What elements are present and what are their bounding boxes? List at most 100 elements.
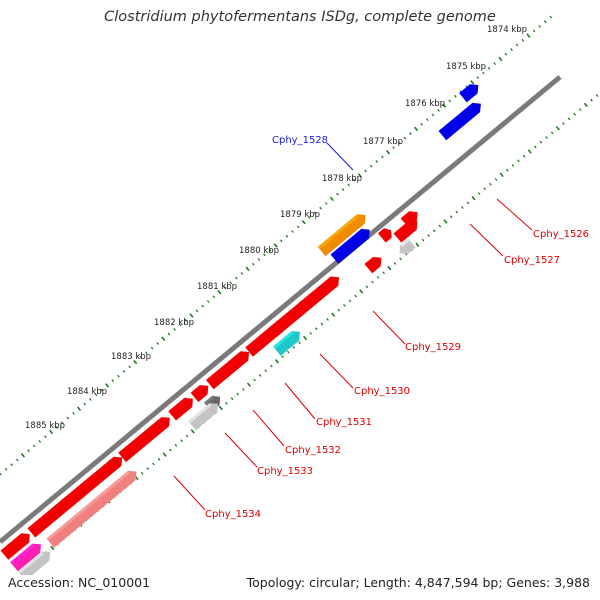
gene-cphy-1517[interactable] [168,397,193,421]
tick-mark [466,201,470,205]
gene-cphy-1517-body[interactable] [168,397,193,421]
leader-cphy-1528 [326,142,354,171]
gene-cphy-1519-body[interactable] [245,321,286,357]
gene-cphy-1530-feature[interactable] [273,331,300,356]
tick-mark [375,160,379,164]
tick-mark [50,545,55,551]
tick-mark [161,336,166,342]
ruler-label-1880: 1880 kbp [239,246,279,256]
tick-mark [111,379,115,383]
tick-mark [66,416,70,420]
gene-cphy-1528-feature[interactable] [317,214,366,257]
tick-mark [145,351,148,355]
tick-mark [329,196,334,202]
tick-mark [263,253,266,257]
ruler-label-1881: 1881 kbp [197,282,237,292]
tick-mark [354,294,357,298]
gene-cphy-1534-feature-body[interactable] [118,417,170,463]
tick-mark [415,242,420,248]
tick-mark [364,169,367,173]
gene-cphy-1530-feature-highlight [273,331,294,349]
gene-cphy-1516-body[interactable] [27,456,123,538]
gene-cphy-1515-body[interactable] [46,470,137,548]
gene-label-cphy-1526[interactable]: Cphy_1526 [533,229,589,240]
gene-cphy-1528-feature-body[interactable] [317,214,366,257]
gene-cphy-1524-body[interactable] [438,102,481,141]
tick-mark [369,164,373,168]
gene-features [0,84,481,581]
gene-cphy-1518-body[interactable] [206,351,250,390]
tick-mark [538,24,541,28]
tick-mark [515,43,519,47]
tick-mark [150,346,154,350]
gene-cphy-1534-feature[interactable] [118,417,170,463]
gene-cphy-1520[interactable] [330,228,370,264]
tick-mark [146,467,150,471]
gene-cphy-1521[interactable] [393,220,418,243]
gene-cphy-1513[interactable] [10,543,41,572]
gene-cphy-1533-feature-body[interactable] [188,403,218,431]
tick-mark [499,172,504,178]
gene-label-cphy-1531[interactable]: Cphy_1531 [316,417,372,428]
gene-cphy-1514[interactable] [0,533,30,560]
gene-cphy-1518[interactable] [206,351,250,390]
gene-cphy-1529-feature-body[interactable] [270,276,340,336]
gene-cphy-1512-body[interactable] [17,551,51,581]
tick-mark [55,425,58,429]
gene-cphy-1530-feature-body[interactable] [273,331,300,356]
tick-mark [279,239,283,243]
ruler-label-1885: 1885 kbp [25,421,65,431]
gene-cphy-1514-body[interactable] [0,533,30,560]
tick-mark [0,472,2,476]
gene-cphy-1522[interactable] [400,211,418,228]
gene-label-cphy-1527[interactable]: Cphy_1527 [504,255,560,266]
gene-cphy-1516[interactable] [27,456,123,538]
gene-cphy-1523[interactable] [378,228,392,243]
gene-cphy-1527-feature[interactable] [364,257,382,274]
tick-mark [195,309,199,313]
gene-label-cphy-1534[interactable]: Cphy_1534 [205,509,261,520]
tick-mark [489,182,492,186]
gene-label-cphy-1532[interactable]: Cphy_1532 [285,445,341,456]
tick-mark [573,112,576,116]
gene-cphy-1515[interactable] [46,470,137,548]
tick-mark [264,369,268,373]
gene-label-cphy-1528[interactable]: Cphy_1528 [272,135,328,146]
gene-cphy-1525-body[interactable] [459,84,479,103]
tick-mark [420,122,424,126]
gene-cphy-1521-body[interactable] [393,220,418,243]
gene-cphy-1525[interactable] [459,84,479,103]
gene-cphy-1520-body[interactable] [330,228,370,264]
tick-mark [212,295,216,299]
tick-mark [526,33,531,38]
gene-cphy-1529-feature[interactable] [270,276,340,336]
gene-cphy-1516-highlight [27,456,116,531]
gene-cphy-1531-feature[interactable] [190,385,209,402]
tick-mark [302,335,308,341]
tick-mark [555,125,560,131]
gene-cphy-1519[interactable] [245,321,286,357]
gene-label-cphy-1533[interactable]: Cphy_1533 [257,466,313,477]
gene-cphy-1513-body[interactable] [10,543,41,572]
gene-label-cphy-1529[interactable]: Cphy_1529 [405,342,461,353]
tick-mark [427,234,430,237]
tick-mark [257,258,261,261]
gene-cphy-1533-feature[interactable] [188,403,218,431]
gene-label-cphy-1530[interactable]: Cphy_1530 [354,386,410,397]
tick-mark [4,467,8,471]
gene-cphy-1512[interactable] [17,551,51,581]
tick-mark [371,280,374,284]
gene-cphy-1526-feature[interactable] [399,238,416,255]
tick-mark [442,103,447,108]
tick-mark [510,48,513,52]
tick-mark [178,323,182,327]
tick-mark [94,393,98,397]
tick-mark [89,397,92,401]
gene-cphy-1526-feature-highlight [400,238,410,248]
tick-mark [223,286,227,289]
tick-mark [487,66,491,70]
gene-cphy-1524[interactable] [438,102,481,141]
tick-mark [320,322,324,326]
tick-mark [403,136,407,140]
tick-mark [189,313,194,318]
